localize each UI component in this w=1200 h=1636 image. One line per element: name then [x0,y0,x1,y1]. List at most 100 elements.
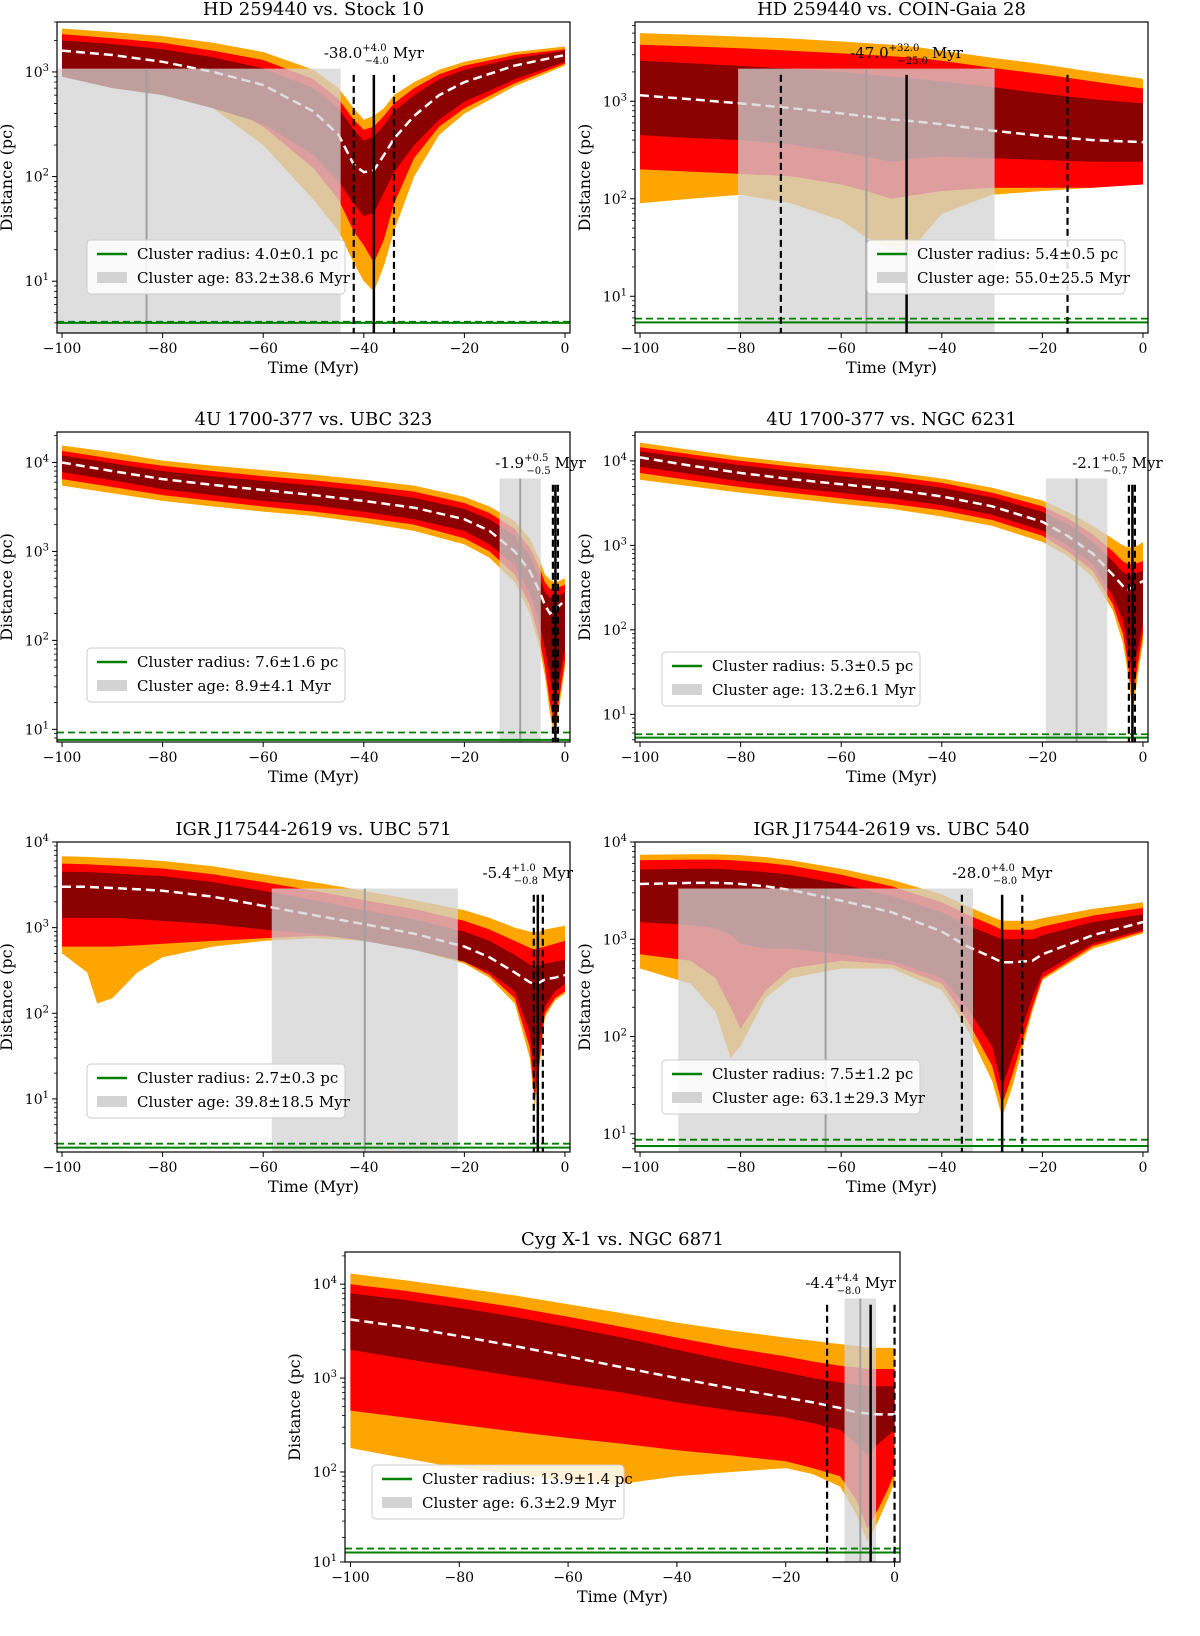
x-tick-label: −100 [621,341,659,357]
chart-title: 4U 1700-377 vs. UBC 323 [195,409,433,430]
encounter-unit: Myr [542,864,574,882]
encounter-annotation: -47.0+32.0 −25.0 Myr [850,43,964,67]
x-tick-label: 0 [561,750,570,766]
panel-6: IGR J17544-2619 vs. UBC 540 −100 −80 −60 −40… [575,819,1149,1196]
y-tick-label: 101 [603,705,627,723]
encounter-err-minus: −8.0 [993,876,1017,887]
legend-age-swatch [672,684,702,695]
y-tick-label: 104 [25,453,49,471]
y-tick-label: 103 [603,92,627,110]
legend-age-value: 63.1±29.3 Myr [810,1089,926,1107]
legend-age-text: Cluster age: 63.1±29.3 Myr [712,1089,926,1107]
legend-age-text: Cluster age: 83.2±38.6 Myr [137,269,351,287]
x-tick-label: −100 [621,750,659,766]
x-axis-label: Time (Myr) [846,767,937,786]
encounter-err-minus: −0.8 [514,876,538,887]
x-tick-label: −40 [349,1160,379,1176]
y-axis-label: Distance (pc) [285,1353,304,1461]
median-line [350,1318,895,1416]
panel-5: IGR J17544-2619 vs. UBC 571 −100 −80 −60 −40… [0,819,574,1196]
y-tick-label: 102 [603,621,627,639]
legend-radius-value: 5.3±0.5 pc [830,657,913,675]
median-line [61,461,566,616]
encounter-value: -47.0 [850,44,888,62]
encounter-annotation: -4.4+4.4 −8.0 Myr [805,1273,896,1297]
legend-age-value: 6.3±2.9 Myr [520,1494,617,1512]
x-tick-label: −60 [553,1570,583,1586]
encounter-annotation: -28.0+4.0 −8.0 Myr [952,863,1053,887]
inner-band [350,1293,895,1456]
inner-band [62,455,565,703]
chart-title: IGR J17544-2619 vs. UBC 571 [175,819,451,840]
y-axis-label: Distance (pc) [0,943,16,1051]
legend: Cluster radius: 5.4±0.5 pc Cluster age: 5… [866,239,1131,295]
inner-band [640,451,1143,674]
encounter-err-minus: −0.5 [526,466,550,477]
y-tick-label: 104 [313,1275,337,1293]
x-tick-label: −40 [349,341,379,357]
legend-box [661,651,921,707]
encounter-err-plus: +4.0 [362,43,386,54]
x-axis-label: Time (Myr) [577,1587,668,1606]
y-tick-label: 102 [25,168,49,186]
x-tick-label: −20 [450,1160,480,1176]
legend-radius-text: Cluster radius: 5.4±0.5 pc [917,245,1118,263]
encounter-err-plus: +32.0 [889,43,920,54]
x-tick-label: −60 [826,341,856,357]
x-tick-label: −20 [1028,341,1058,357]
chart-title: HD 259440 vs. COIN-Gaia 28 [757,0,1026,20]
y-tick-label: 103 [25,542,49,560]
legend-age-value: 39.8±18.5 Myr [235,1093,351,1111]
legend-box [661,1059,921,1115]
encounter-err-minus: −8.0 [837,1286,861,1297]
y-tick-label: 101 [603,287,627,305]
encounter-unit: Myr [1021,864,1053,882]
encounter-annotation: -38.0+4.0 −4.0 Myr [324,43,425,67]
axes-frame [634,21,1149,334]
encounter-value: -5.4 [483,864,512,882]
axes-frame [344,1251,901,1563]
legend-age-value: 8.9±4.1 Myr [235,677,332,695]
x-tick-label: −80 [148,1160,178,1176]
x-tick-label: −80 [444,1570,474,1586]
legend-box [371,1464,625,1520]
legend: Cluster radius: 7.5±1.2 pc Cluster age: 6… [661,1059,926,1115]
encounter-value: -38.0 [324,44,362,62]
x-tick-label: −20 [1028,750,1058,766]
legend-age-value: 83.2±38.6 Myr [235,269,351,287]
x-tick-label: −100 [43,1160,81,1176]
encounter-err-minus: −4.0 [365,56,389,67]
y-tick-label: 101 [25,720,49,738]
x-tick-label: −80 [726,750,756,766]
x-tick-label: −80 [726,1160,756,1176]
inner-band [62,871,565,1074]
axes-frame [56,21,571,334]
legend-radius-text: Cluster radius: 13.9±1.4 pc [422,1470,633,1488]
y-tick-label: 103 [25,919,49,937]
encounter-err-plus: +0.5 [524,453,548,464]
legend-radius-text: Cluster radius: 7.5±1.2 pc [712,1065,913,1083]
x-tick-label: −60 [826,750,856,766]
x-tick-label: −100 [331,1570,369,1586]
x-tick-label: 0 [1139,750,1148,766]
y-axis-label: Distance (pc) [0,124,16,232]
x-tick-label: −100 [43,341,81,357]
y-tick-label: 101 [25,272,49,290]
y-axis-label: Distance (pc) [575,943,594,1051]
encounter-err-minus: −25.0 [897,56,928,67]
panel-2: HD 259440 vs. COIN-Gaia 28 −100 −80 −60 −40 −… [575,0,1149,377]
legend-age-text: Cluster age: 6.3±2.9 Myr [422,1494,617,1512]
x-tick-label: −80 [148,750,178,766]
x-tick-label: −60 [248,1160,278,1176]
y-tick-label: 101 [603,1125,627,1143]
chart-title: HD 259440 vs. Stock 10 [203,0,424,20]
plot-area [57,445,570,742]
panel-1: HD 259440 vs. Stock 10 −100 −80 −60 −40 −20 0 T… [0,0,571,377]
encounter-err-plus: +4.4 [834,1273,858,1284]
legend-age-text: Cluster age: 13.2±6.1 Myr [712,681,916,699]
legend: Cluster radius: 7.6±1.6 pc Cluster age: 8… [86,647,346,703]
axes-frame [634,431,1149,743]
x-tick-label: 0 [561,341,570,357]
x-axis-label: Time (Myr) [268,1177,359,1196]
